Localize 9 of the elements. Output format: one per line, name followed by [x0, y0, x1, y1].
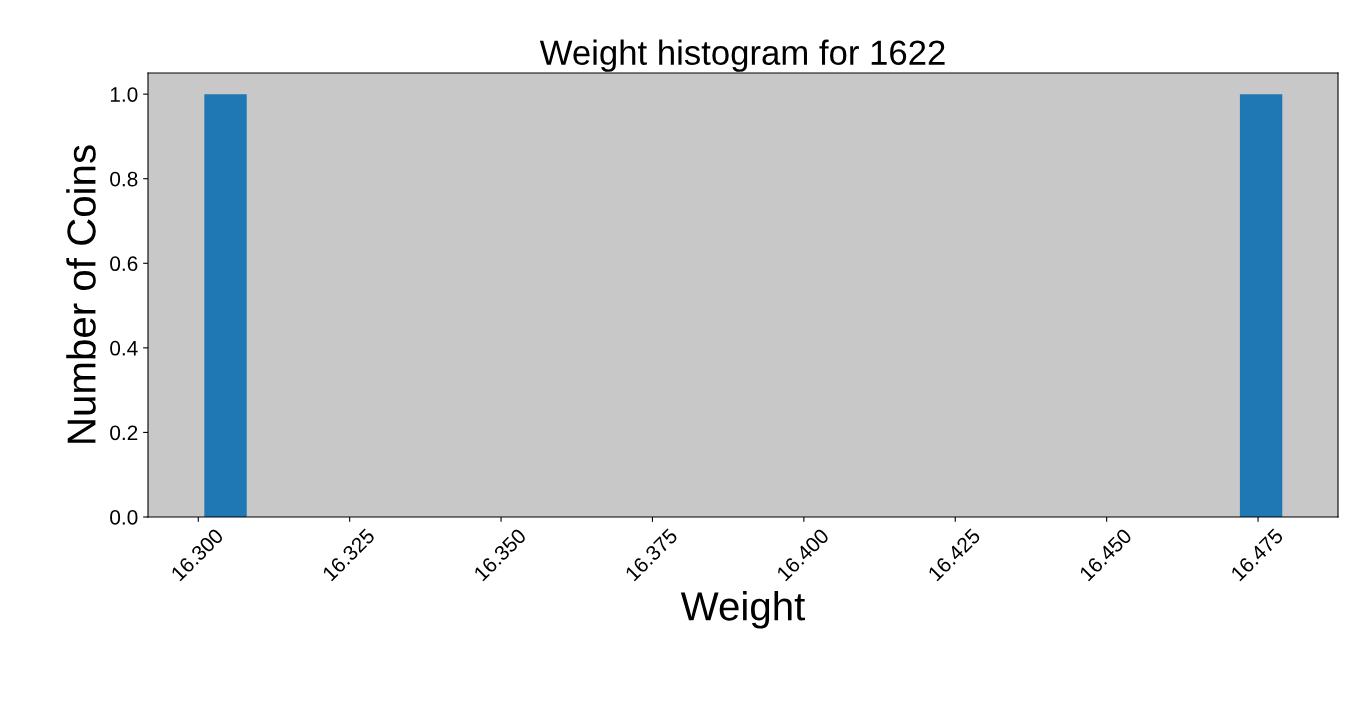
y-axis-title: Number of Coins: [66, 145, 96, 443]
y-tick-label: 0.0: [110, 510, 138, 525]
chart-title: Weight histogram for 1622: [539, 39, 945, 72]
y-tick-label: 0.2: [110, 425, 138, 441]
y-tick-label: 0.6: [110, 256, 138, 272]
y-tick-label: 0.4: [110, 340, 138, 356]
y-tick-label: 1.0: [110, 87, 138, 102]
x-axis-title: Weight: [680, 591, 806, 629]
y-tick-label: 0.8: [110, 171, 138, 187]
